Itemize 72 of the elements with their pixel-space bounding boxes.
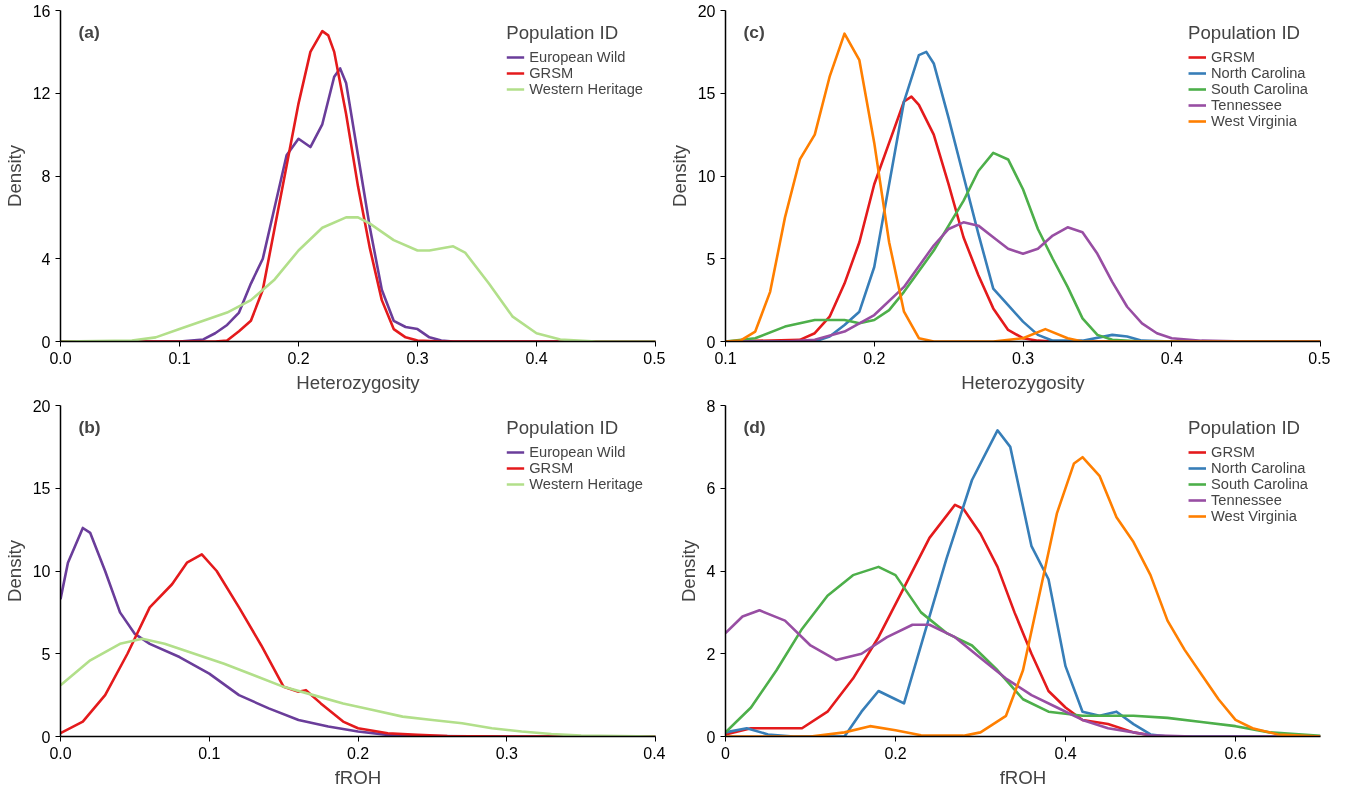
y-tick-label: 12 [32,85,51,103]
text: (a) [78,21,100,42]
legend-title: Population ID [506,22,620,44]
legend-label: Tennessee [1211,492,1282,508]
x-tick-label: 0.3 [406,349,429,367]
x-tick-label: 0.4 [525,349,548,367]
y-tick-label: 2 [706,645,716,663]
x-tick-label: 0.3 [1011,349,1035,367]
legend-label: North Carolina [1211,460,1306,476]
x-tick-label: 0.1 [714,349,737,367]
x-axis-title: Heterozygosity [296,371,421,393]
y-tick-label: 0 [41,728,51,746]
legend-label: West Virginia [1211,508,1297,524]
text: (c) [743,21,765,42]
y-tick-label: 15 [697,85,716,103]
legend-label: GRSM [1211,444,1255,460]
legend-label: West Virginia [1211,113,1297,129]
x-tick-label: 0.2 [287,349,310,367]
x-tick-label: 0 [721,744,731,762]
legend-label: South Carolina [1211,81,1308,97]
legend-label: South Carolina [1211,476,1308,492]
y-tick-label: 20 [697,2,716,20]
legend-title: Population ID [1188,417,1302,439]
x-tick-label: 0.4 [643,744,666,762]
y-tick-label: 4 [41,250,51,268]
x-tick-label: 0.2 [863,349,886,367]
x-tick-label: 0.3 [495,744,518,762]
y-tick-label: 4 [706,563,716,580]
y-tick-label: 8 [706,397,716,415]
y-tick-label: 16 [32,2,51,20]
y-tick-label: 6 [706,480,716,498]
x-tick-label: 0.5 [643,349,666,367]
y-tick-label: 20 [32,397,51,415]
legend-label: GRSM [529,65,574,81]
text: (b) [78,416,101,437]
y-tick-label: 10 [697,168,716,185]
x-axis-title: Heterozygosity [961,371,1086,393]
legend-label: Western Heritage [529,81,643,97]
y-tick-label: 15 [32,480,51,498]
legend-label: GRSM [529,460,574,476]
x-tick-label: 0.5 [1308,349,1331,367]
y-axis-title: Density [3,539,25,603]
legend-label: North Carolina [1211,65,1306,81]
y-tick-label: 5 [706,250,716,268]
legend-label: Western Heritage [529,476,643,492]
text: (d) [743,416,766,437]
legend-label: GRSM [1211,49,1255,65]
y-axis-title: Density [668,144,690,208]
legend-title: Population ID [506,417,620,439]
legend-label: European Wild [529,444,626,460]
x-axis-title: fROH [999,766,1047,788]
y-tick-label: 0 [41,333,51,351]
legend-title: Population ID [1188,22,1302,44]
y-tick-label: 0 [706,728,716,746]
legend-label: Tennessee [1211,97,1282,113]
y-axis-title: Density [677,539,699,603]
x-tick-label: 0.6 [1224,744,1247,762]
y-tick-label: 10 [32,563,51,580]
x-tick-label: 0.2 [884,744,907,762]
x-tick-label: 0.4 [1160,349,1183,367]
legend-label: European Wild [529,49,626,65]
x-tick-label: 0.1 [198,744,221,762]
y-tick-label: 5 [41,645,51,663]
x-tick-label: 0.4 [1054,744,1077,762]
x-tick-label: 0.1 [168,349,191,367]
y-tick-label: 0 [706,333,716,351]
x-tick-label: 0.0 [49,349,72,367]
x-tick-label: 0.0 [49,744,72,762]
y-axis-title: Density [3,144,25,208]
x-axis-title: fROH [334,766,382,788]
x-tick-label: 0.2 [346,744,370,762]
y-tick-label: 8 [41,168,51,185]
